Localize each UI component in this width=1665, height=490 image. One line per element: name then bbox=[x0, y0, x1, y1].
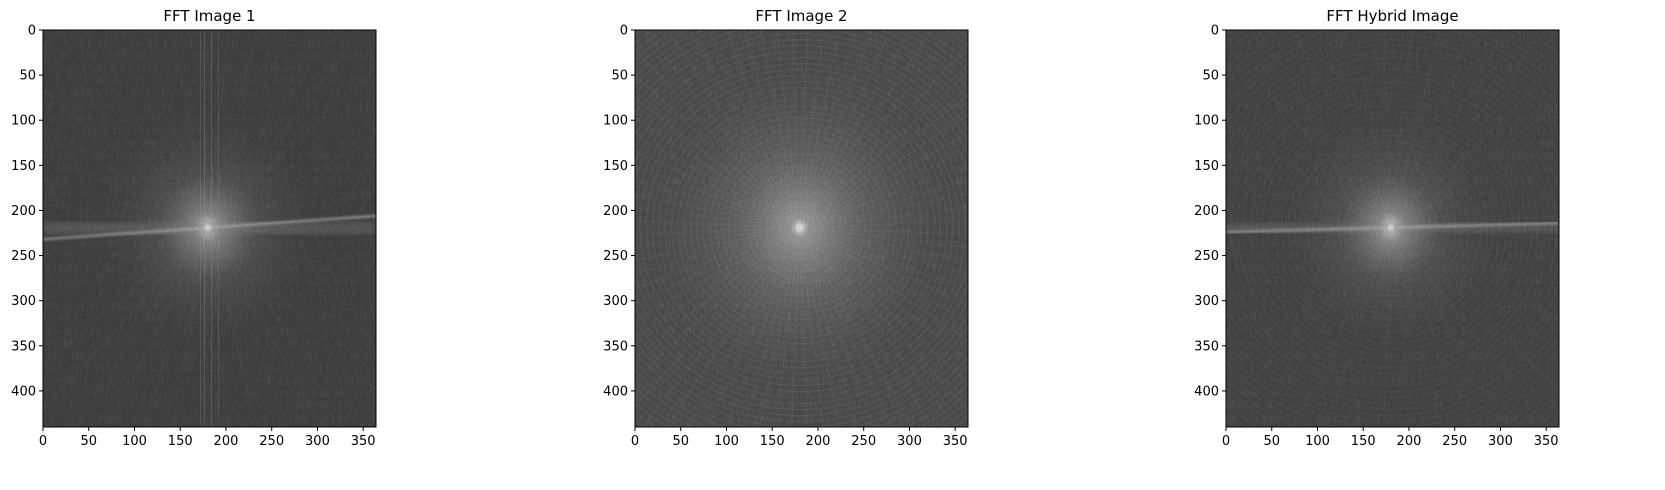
y-tick-label: 300 bbox=[603, 294, 628, 309]
x-tick-label: 200 bbox=[214, 434, 239, 449]
y-tick-label: 250 bbox=[603, 249, 628, 264]
y-tick-label: 150 bbox=[603, 159, 628, 174]
y-tick-label: 200 bbox=[11, 204, 36, 219]
x-tick-label: 300 bbox=[305, 434, 330, 449]
panel-title: FFT Hybrid Image bbox=[1326, 7, 1458, 25]
y-tick-label: 150 bbox=[11, 159, 36, 174]
x-tick-label: 100 bbox=[714, 434, 739, 449]
x-tick-label: 250 bbox=[1442, 434, 1467, 449]
x-tick-label: 350 bbox=[1534, 434, 1559, 449]
x-tick-label: 300 bbox=[1488, 434, 1513, 449]
x-tick-label: 100 bbox=[122, 434, 147, 449]
y-tick-label: 350 bbox=[603, 339, 628, 354]
x-tick-label: 50 bbox=[1263, 434, 1280, 449]
y-tick-label: 0 bbox=[28, 24, 36, 39]
y-tick-label: 200 bbox=[1194, 204, 1219, 219]
y-tick-label: 50 bbox=[19, 69, 36, 84]
x-tick-label: 250 bbox=[259, 434, 284, 449]
x-tick-label: 200 bbox=[1397, 434, 1422, 449]
y-tick-label: 100 bbox=[11, 114, 36, 129]
x-tick-label: 350 bbox=[351, 434, 376, 449]
panel-title: FFT Image 2 bbox=[755, 7, 847, 25]
y-tick-label: 200 bbox=[603, 204, 628, 219]
y-tick-label: 400 bbox=[1194, 384, 1219, 399]
y-tick-label: 250 bbox=[11, 249, 36, 264]
panel-title: FFT Image 1 bbox=[163, 7, 255, 25]
x-tick-label: 50 bbox=[672, 434, 689, 449]
x-tick-label: 250 bbox=[851, 434, 876, 449]
x-tick-label: 200 bbox=[806, 434, 831, 449]
y-tick-label: 400 bbox=[603, 384, 628, 399]
spectrum-image-2 bbox=[200, 0, 1400, 490]
x-tick-label: 350 bbox=[943, 434, 968, 449]
x-tick-label: 150 bbox=[168, 434, 193, 449]
y-tick-label: 300 bbox=[1194, 294, 1219, 309]
y-tick-label: 350 bbox=[11, 339, 36, 354]
y-tick-label: 300 bbox=[11, 294, 36, 309]
x-tick-label: 150 bbox=[760, 434, 785, 449]
y-tick-label: 400 bbox=[11, 384, 36, 399]
panel-2: FFT Image 2 0 50 100 150 200 250 300 350 0 50 100 15… bbox=[200, 0, 1400, 490]
x-tick-label: 0 bbox=[1222, 434, 1230, 449]
y-tick-label: 0 bbox=[1211, 24, 1219, 39]
x-tick-label: 0 bbox=[631, 434, 639, 449]
x-tick-label: 0 bbox=[39, 434, 47, 449]
y-tick-label: 100 bbox=[603, 114, 628, 129]
y-tick-label: 50 bbox=[1202, 69, 1219, 84]
y-tick-label: 350 bbox=[1194, 339, 1219, 354]
x-tick-label: 300 bbox=[897, 434, 922, 449]
y-tick-label: 0 bbox=[620, 24, 628, 39]
x-tick-label: 50 bbox=[80, 434, 97, 449]
y-tick-label: 50 bbox=[611, 69, 628, 84]
x-tick-label: 150 bbox=[1351, 434, 1376, 449]
y-tick-label: 250 bbox=[1194, 249, 1219, 264]
x-tick-label: 100 bbox=[1305, 434, 1330, 449]
y-tick-label: 100 bbox=[1194, 114, 1219, 129]
y-tick-label: 150 bbox=[1194, 159, 1219, 174]
